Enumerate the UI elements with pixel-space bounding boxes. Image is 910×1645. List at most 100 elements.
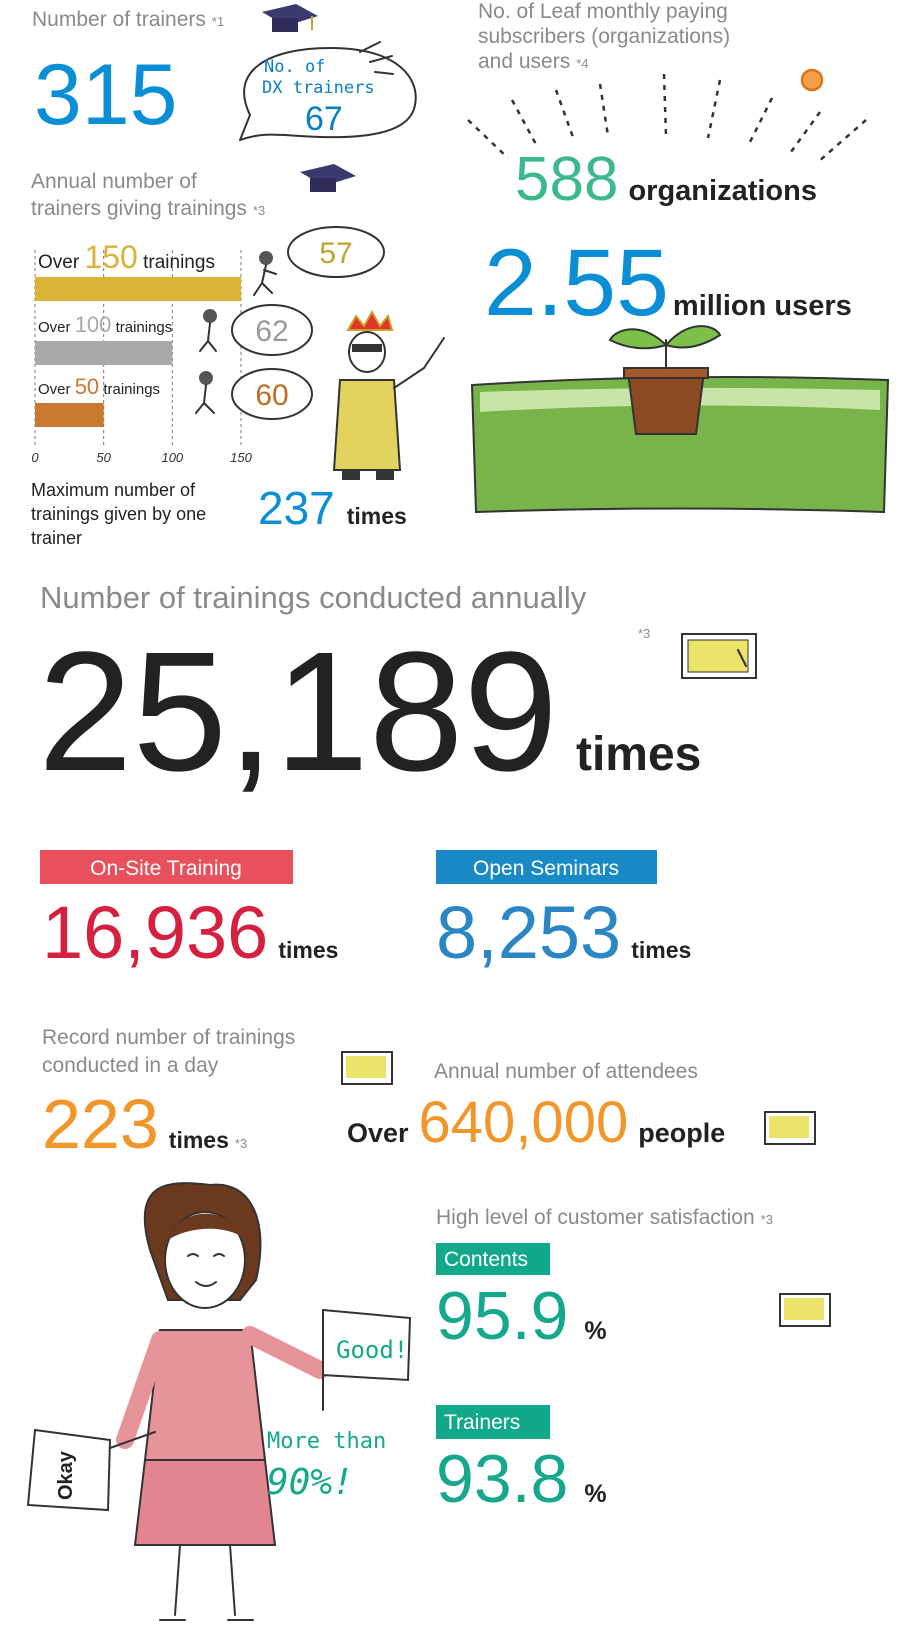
- bubble-value: 62: [255, 315, 288, 348]
- bubble: [287, 226, 385, 278]
- dx-label: No. of: [264, 57, 325, 77]
- category-label-part: trainings: [111, 319, 172, 336]
- max-label: trainings given by one: [31, 504, 206, 524]
- chart-title: Annual number of: [31, 170, 197, 193]
- walkers: [195, 251, 277, 414]
- bar: [35, 403, 104, 427]
- onsite-value: 16,936 times: [42, 891, 338, 974]
- attendees-title: Annual number of attendees: [434, 1060, 698, 1083]
- value: 588: [515, 145, 618, 214]
- cap-icon: [300, 164, 356, 192]
- leaf-title: and users *4: [478, 50, 589, 73]
- value: 93.8: [436, 1441, 568, 1517]
- open-badge: [436, 850, 657, 884]
- category-label-part: Over: [38, 319, 75, 336]
- category-label-part: Over: [38, 252, 84, 273]
- open-value: 8,253 times: [436, 891, 691, 974]
- note: *1: [212, 14, 224, 29]
- annual-title: Number of trainings conducted annually: [40, 580, 587, 615]
- max-value: 237 times: [258, 482, 407, 534]
- leaf-title: subscribers (organizations): [478, 25, 730, 48]
- value: 16,936: [42, 891, 268, 974]
- trainers-title: Number of trainers *1: [32, 8, 224, 31]
- note: *3: [638, 626, 650, 641]
- dx-bubble: [239, 41, 417, 141]
- okay-flag: Okay: [55, 1450, 77, 1500]
- value: 237: [258, 482, 335, 534]
- bar: [35, 277, 241, 301]
- leaf-title: No. of Leaf monthly paying: [478, 0, 728, 23]
- unit: %: [584, 1317, 606, 1345]
- note: *3: [253, 203, 265, 218]
- satisfaction-title: High level of customer satisfaction *3: [436, 1206, 773, 1229]
- trainers-value: 315: [34, 47, 178, 143]
- dx-label: DX trainers: [262, 78, 375, 98]
- bar: [35, 341, 173, 365]
- pad-icon: [764, 1111, 816, 1145]
- woman-illustration: [26, 1182, 412, 1621]
- value: 95.9: [436, 1278, 568, 1354]
- contents-value: 95.9%: [436, 1278, 607, 1354]
- contents-badge: [436, 1243, 550, 1275]
- unit: million users: [673, 290, 852, 322]
- chart-title: trainers giving trainings *3: [31, 197, 265, 220]
- x-tick-label: 100: [161, 450, 183, 465]
- value: 223: [42, 1085, 159, 1163]
- trainers-value: 93.8%: [436, 1441, 607, 1517]
- bubble-text: More than: [267, 1429, 386, 1454]
- organizations: 588 organizations: [515, 145, 817, 214]
- open-label: Open Seminars: [473, 857, 619, 880]
- category-label-part: 150: [84, 239, 137, 275]
- dx-value: 67: [305, 100, 343, 138]
- note: *3: [761, 1212, 773, 1227]
- category-label-part: Over: [38, 381, 75, 398]
- category-label: Over 100 trainings: [38, 312, 172, 337]
- value: 2.55: [484, 230, 669, 336]
- x-tick-label: 50: [96, 450, 111, 465]
- attendees-value: Over 640,000 people: [347, 1090, 725, 1155]
- pad-icon: [779, 1293, 831, 1327]
- bubble-text: 90%!: [267, 1462, 354, 1503]
- bubble-value: 57: [319, 237, 352, 270]
- unit: times: [278, 937, 338, 963]
- pad-icon: [681, 633, 757, 679]
- category-label-part: 100: [75, 312, 112, 337]
- bubble-value: 60: [255, 379, 288, 412]
- category-label-part: trainings: [138, 252, 215, 273]
- unit: organizations: [628, 175, 817, 207]
- max-label: Maximum number of: [31, 480, 196, 500]
- sun-rays: [467, 68, 867, 163]
- king-illustration: [332, 309, 445, 480]
- record-value: 223 times *3: [42, 1085, 247, 1163]
- value: 8,253: [436, 891, 621, 974]
- satisfaction-title-text: High level of customer satisfaction: [436, 1206, 755, 1229]
- annual-value: 25,189 times: [38, 617, 701, 807]
- bubble: [231, 304, 313, 356]
- onsite-label: On-Site Training: [90, 857, 242, 880]
- unit: %: [584, 1480, 606, 1508]
- good-flag: Good!: [336, 1336, 408, 1364]
- onsite-badge: [40, 850, 293, 884]
- category-label: Over 50 trainings: [38, 374, 160, 399]
- category-label-part: trainings: [99, 381, 160, 398]
- x-tick-label: 150: [230, 450, 252, 465]
- record-title: conducted in a day: [42, 1054, 219, 1077]
- value: 640,000: [419, 1090, 629, 1155]
- trainers-label: Trainers: [444, 1411, 520, 1434]
- cap-icon: [262, 4, 318, 32]
- trainers-badge: [436, 1405, 550, 1439]
- note: *3: [235, 1136, 247, 1151]
- unit: people: [638, 1118, 725, 1148]
- users: 2.55 million users: [484, 230, 852, 336]
- x-tick-label: 0: [31, 450, 39, 465]
- unit: times: [347, 503, 407, 529]
- unit: times: [576, 728, 701, 781]
- grass-illustration: [470, 325, 890, 514]
- max-label: trainer: [31, 528, 82, 548]
- value: 25,189: [38, 617, 558, 807]
- note: *4: [576, 56, 588, 71]
- trainers-title-text: Number of trainers: [32, 8, 206, 31]
- leaf-title-text: and users: [478, 50, 570, 73]
